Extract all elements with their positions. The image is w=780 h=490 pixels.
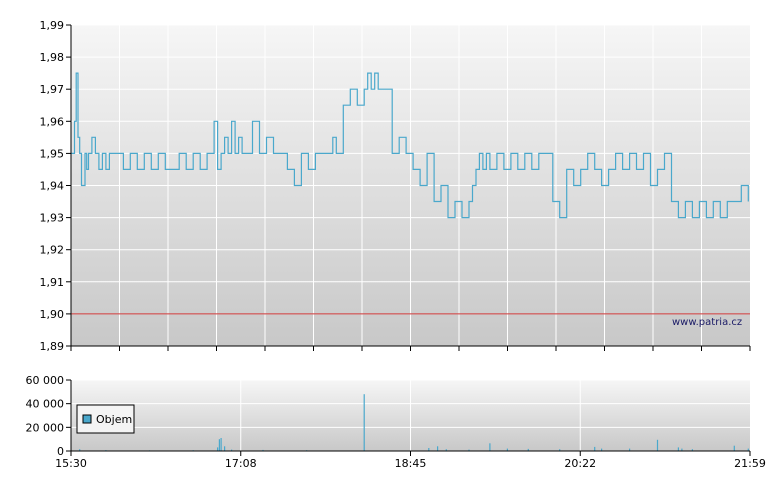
legend-swatch bbox=[82, 414, 92, 424]
x-tick-label: 21:59 bbox=[734, 457, 766, 470]
volume-bar bbox=[677, 447, 679, 451]
price-y-tick-label: 1,89 bbox=[40, 340, 65, 353]
volume-bar bbox=[601, 448, 603, 451]
volume-bar bbox=[231, 449, 233, 451]
volume-bar bbox=[747, 448, 749, 451]
volume-bar bbox=[656, 439, 659, 451]
volume-bar bbox=[733, 445, 735, 451]
volume-bar bbox=[428, 448, 430, 451]
volume-y-tick-label: 20 000 bbox=[26, 421, 65, 434]
price-y-tick-label: 1,97 bbox=[40, 83, 65, 96]
volume-bar bbox=[218, 439, 220, 451]
price-y-tick-label: 1,94 bbox=[40, 180, 65, 193]
volume-bar bbox=[506, 448, 508, 451]
volume-bar bbox=[363, 394, 365, 451]
volume-bar bbox=[224, 446, 226, 451]
volume-bar bbox=[681, 448, 683, 451]
price-y-tick-label: 1,96 bbox=[40, 115, 65, 128]
volume-bar bbox=[220, 438, 222, 451]
price-series-line bbox=[71, 72, 749, 219]
x-tick-label: 18:45 bbox=[395, 457, 427, 470]
volume-bar bbox=[262, 449, 264, 451]
volume-bar bbox=[629, 448, 631, 451]
price-y-tick-label: 1,91 bbox=[40, 276, 65, 289]
x-tick-label: 15:30 bbox=[55, 457, 87, 470]
volume-bar bbox=[217, 447, 219, 451]
price-y-tick-label: 1,92 bbox=[40, 244, 65, 257]
price-y-tick-label: 1,99 bbox=[40, 19, 65, 32]
volume-bar bbox=[445, 449, 447, 451]
volume-y-tick-label: 0 bbox=[57, 445, 64, 458]
volume-bar bbox=[489, 443, 491, 451]
volume-bar bbox=[594, 446, 596, 451]
volume-bar bbox=[437, 446, 439, 451]
volume-y-tick-label: 60 000 bbox=[26, 374, 65, 387]
volume-bar bbox=[79, 449, 81, 451]
volume-y-tick-label: 40 000 bbox=[26, 398, 65, 411]
price-y-tick-label: 1,98 bbox=[40, 51, 65, 64]
price-y-tick-label: 1,93 bbox=[40, 212, 65, 225]
x-tick-label: 17:08 bbox=[225, 457, 257, 470]
legend-label: Objem bbox=[96, 413, 133, 426]
volume-bar bbox=[559, 449, 561, 451]
watermark: www.patria.cz bbox=[672, 317, 743, 328]
volume-bar bbox=[468, 449, 470, 451]
volume-bar bbox=[691, 449, 693, 451]
price-y-tick-label: 1,95 bbox=[40, 147, 65, 160]
volume-bar bbox=[527, 448, 529, 451]
x-tick-label: 20:22 bbox=[564, 457, 596, 470]
price-y-tick-label: 1,90 bbox=[40, 308, 65, 321]
